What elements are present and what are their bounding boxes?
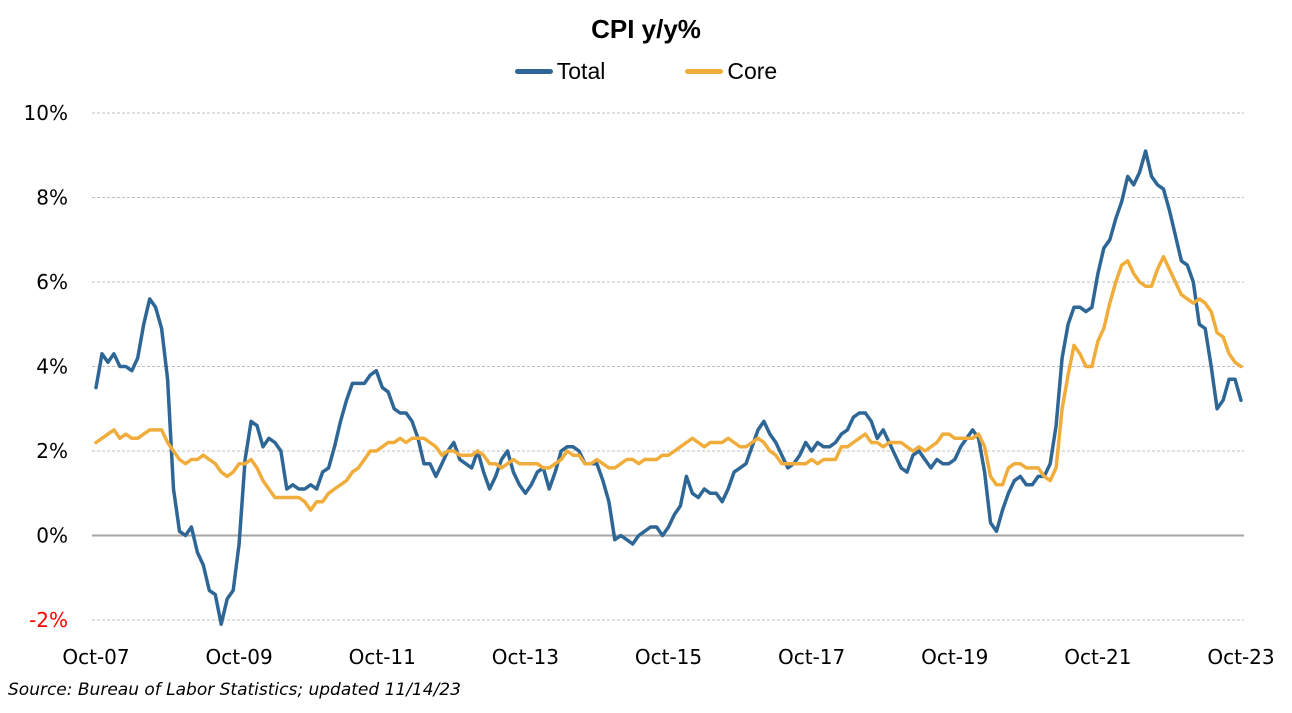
legend-swatch-core — [685, 69, 724, 74]
x-tick-label: Oct-09 — [206, 645, 273, 669]
source-note: Source: Bureau of Labor Statistics; upda… — [8, 680, 461, 700]
x-tick-label: Oct-19 — [921, 645, 988, 669]
y-tick-label: 2% — [36, 439, 68, 463]
legend-label-total: Total — [556, 58, 606, 84]
legend-swatch-total — [514, 69, 553, 74]
x-tick-label: Oct-15 — [635, 645, 702, 669]
chart-title: CPI y/y% — [591, 14, 701, 44]
legend-item-core: Core — [685, 58, 777, 85]
y-tick-label: 10% — [24, 101, 68, 125]
y-tick-label: 0% — [36, 524, 68, 548]
legend: Total Core — [0, 58, 1292, 85]
y-tick-label: 8% — [36, 186, 68, 210]
x-tick-label: Oct-11 — [349, 645, 416, 669]
x-tick-label: Oct-07 — [62, 645, 129, 669]
series-line-core — [94, 254, 1243, 512]
legend-item-total: Total — [514, 58, 606, 85]
x-tick-label: Oct-17 — [778, 645, 845, 669]
x-tick-label: Oct-13 — [492, 645, 559, 669]
series-line-total — [94, 149, 1243, 626]
y-tick-label: 6% — [36, 270, 68, 294]
legend-label-core: Core — [727, 58, 778, 84]
y-tick-label: -2% — [29, 608, 68, 632]
y-tick-label: 4% — [36, 355, 68, 379]
x-tick-label: Oct-23 — [1207, 645, 1274, 669]
x-tick-label: Oct-21 — [1064, 645, 1131, 669]
